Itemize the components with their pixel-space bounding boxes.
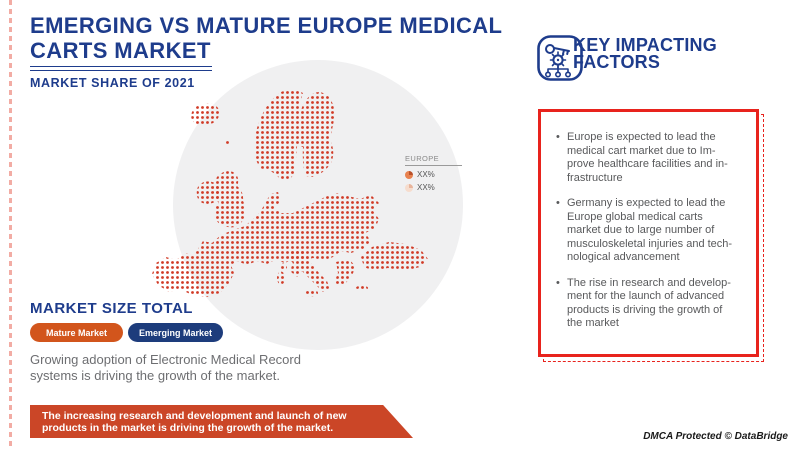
key-factors-title: KEY IMPACTING FACTORS: [573, 35, 717, 72]
map-legend: EUROPE XX% XX%: [405, 154, 463, 192]
key-factors-box: Europe is expected to lead the medical c…: [538, 109, 764, 362]
key-factor-item: Europe is expected to lead the medical c…: [556, 131, 746, 185]
dmca-copyright: DMCA Protected © DataBridge: [643, 431, 788, 442]
market-size-heading: MARKET SIZE TOTAL: [30, 300, 193, 317]
bottom-banner: The increasing research and development …: [30, 405, 413, 438]
key-factors-box-solid-border: Europe is expected to lead the medical c…: [538, 109, 759, 357]
legend-item-label: XX%: [417, 183, 435, 192]
legend-item-label: XX%: [417, 170, 435, 179]
key-factor-item: The rise in research and develop- ment f…: [556, 277, 746, 331]
page-title: EMERGING VS MATURE EUROPE MEDICAL CARTS …: [30, 13, 503, 63]
mature-market-button[interactable]: Mature Market: [30, 323, 123, 342]
pie-icon: [405, 170, 413, 179]
key-factors-icon: [537, 35, 583, 81]
page-subtitle: MARKET SHARE OF 2021: [30, 76, 195, 90]
legend-item: XX%: [405, 183, 463, 192]
emerging-market-button[interactable]: Emerging Market: [128, 323, 223, 342]
market-description: Growing adoption of Electronic Medical R…: [30, 352, 301, 383]
title-underline: [30, 66, 212, 71]
legend-rule: [405, 165, 462, 166]
left-dashed-line: [9, 0, 12, 450]
europe-dot-map: [152, 89, 428, 297]
legend-title: EUROPE: [405, 154, 440, 163]
key-factors-list: Europe is expected to lead the medical c…: [541, 112, 756, 331]
key-factor-item: Germany is expected to lead the Europe g…: [556, 197, 746, 265]
banner-text: The increasing research and development …: [42, 409, 347, 435]
legend-item: XX%: [405, 170, 463, 179]
pie-icon: [405, 183, 413, 192]
